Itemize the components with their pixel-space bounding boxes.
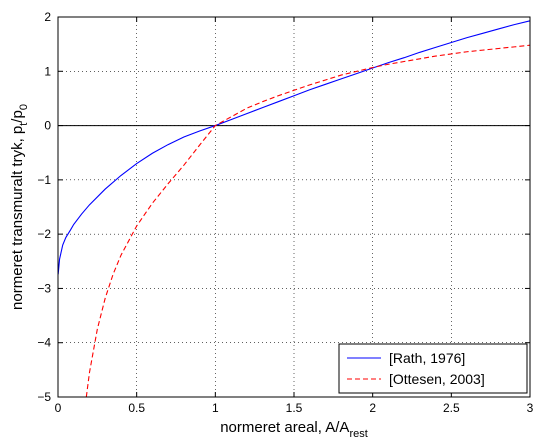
series-layer [57, 20, 531, 398]
x-tick-label-1: 0.5 [128, 401, 145, 415]
y-tick-label-5: 0 [44, 119, 51, 133]
x-tick-label-3: 1.5 [286, 401, 303, 415]
y-tick-label-3: −2 [37, 227, 51, 241]
legend-label-rath: [Rath, 1976] [389, 350, 465, 366]
legend-label-ottesen: [Ottesen, 2003] [389, 371, 485, 387]
x-tick-label-0: 0 [55, 401, 62, 415]
x-tick-label-5: 2.5 [443, 401, 460, 415]
y-tick-label-2: −3 [37, 281, 51, 295]
x-tick-label-2: 1 [212, 401, 219, 415]
x-tick-label-4: 2 [369, 401, 376, 415]
series-line-0 [57, 20, 531, 275]
legend-box [338, 343, 528, 394]
y-tick-label-4: −1 [37, 173, 51, 187]
legend: [Rath, 1976] [Ottesen, 2003] [338, 343, 528, 394]
y-tick-label-1: −4 [37, 336, 51, 350]
grid [58, 17, 530, 397]
y-tick-label-0: −5 [37, 390, 51, 404]
series-line-1 [85, 44, 531, 398]
x-tick-label-6: 3 [527, 401, 534, 415]
y-tick-label-7: 2 [44, 10, 51, 24]
y-axis-title: normeret transmuralt tryk, pt/p0 [9, 104, 30, 310]
x-axis-title: normeret areal, A/Arest [220, 419, 368, 440]
y-tick-label-6: 1 [44, 64, 51, 78]
